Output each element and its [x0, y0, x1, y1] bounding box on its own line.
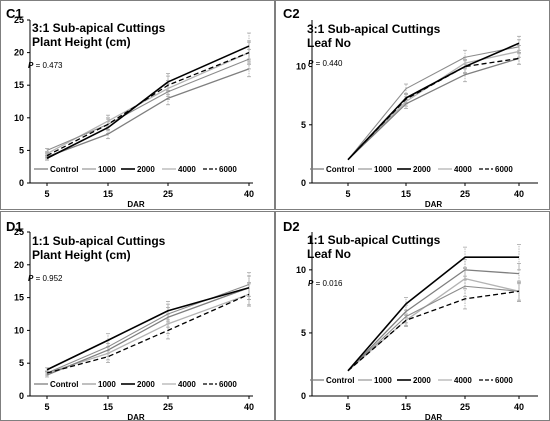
x-tick-label: 25 [163, 402, 173, 412]
legend-label: 6000 [219, 165, 237, 174]
panel-frame [0, 0, 275, 210]
y-tick-label: 25 [14, 15, 24, 25]
y-tick-label: 5 [301, 120, 306, 130]
y-tick-label: 5 [19, 358, 24, 368]
x-tick-label: 15 [103, 189, 113, 199]
y-tick-label: 0 [19, 178, 24, 188]
x-tick-label: 5 [345, 189, 350, 199]
legend-label: 6000 [495, 165, 513, 174]
panel-d2: 0 5 10 5 15 25 40 DAR D2 1:1 Sub-apical CuttingsL… [275, 211, 550, 421]
x-tick-label: 40 [514, 402, 524, 412]
series-line-4000 [347, 278, 520, 372]
y-tick-label: 10 [296, 265, 306, 275]
series-line-control [347, 57, 520, 161]
p-value: P = 0.440 [308, 59, 343, 68]
y-tick-label: 25 [14, 227, 24, 237]
panel-id: D1 [6, 219, 23, 234]
panel-title-line: Plant Height (cm) [32, 248, 131, 262]
panel-title-line: 1:1 Sub-apical Cuttings [307, 233, 441, 247]
x-axis-label: DAR [425, 413, 443, 421]
x-axis-label: DAR [425, 200, 443, 209]
y-tick-label: 5 [19, 145, 24, 155]
p-value: P = 0.473 [28, 61, 63, 70]
series-line-6000 [347, 290, 520, 372]
x-tick-label: 25 [163, 189, 173, 199]
y-tick-label: 20 [14, 260, 24, 270]
series-line-1000 [46, 58, 250, 151]
panel-title-line: 1:1 Sub-apical Cuttings [32, 234, 166, 248]
legend-label: 6000 [495, 376, 513, 385]
panel-title-line: 3:1 Sub-apical Cuttings [32, 21, 166, 35]
series-line-2000 [347, 256, 519, 372]
panel-id: C1 [6, 6, 23, 21]
x-axis-label: DAR [127, 413, 145, 421]
y-tick-label: 15 [14, 293, 24, 303]
x-tick-label: 25 [460, 189, 470, 199]
panel-title-line: Leaf No [307, 247, 351, 261]
y-tick-label: 10 [14, 325, 24, 335]
panel-d1: 0 5 10 15 20 25 5 15 25 40 DAR D1 1:1 Sub-apical Cut… [0, 211, 275, 421]
panel-title-line: Plant Height (cm) [32, 35, 131, 49]
x-tick-label: 15 [401, 189, 411, 199]
legend-label: 2000 [413, 376, 431, 385]
legend-label: Control [50, 165, 78, 174]
x-tick-label: 15 [103, 402, 113, 412]
legend-label: 2000 [413, 165, 431, 174]
legend: Control 1000 2000 4000 6000 [34, 380, 237, 389]
legend-label: 4000 [454, 376, 472, 385]
x-tick-label: 15 [401, 402, 411, 412]
y-tick-label: 20 [14, 48, 24, 58]
legend-label: 4000 [178, 165, 196, 174]
legend-label: Control [326, 165, 354, 174]
x-axis-label: DAR [127, 200, 145, 209]
x-tick-label: 40 [244, 402, 254, 412]
legend-label: 4000 [178, 380, 196, 389]
x-tick-label: 25 [460, 402, 470, 412]
x-tick-label: 40 [244, 189, 254, 199]
x-tick-label: 5 [44, 402, 49, 412]
series-line-1000 [347, 46, 520, 161]
x-tick-label: 5 [44, 189, 49, 199]
legend-label: 4000 [454, 165, 472, 174]
series-line-control [347, 269, 520, 372]
y-tick-label: 0 [301, 391, 306, 401]
y-tick-label: 0 [301, 178, 306, 188]
panel-c2: 0 5 10 5 15 25 40 DAR C2 3:1 Sub-apical CuttingsL… [275, 0, 550, 210]
legend: Control 1000 2000 4000 6000 [310, 165, 513, 174]
legend-label: 6000 [219, 380, 237, 389]
panel-c1: 0 5 10 15 20 25 5 15 25 40 DAR C1 3:1 Sub-apical Cut… [0, 0, 275, 210]
y-tick-label: 0 [19, 391, 24, 401]
series-line-control [46, 287, 250, 376]
legend-label: 2000 [137, 165, 155, 174]
y-tick-label: 10 [14, 113, 24, 123]
legend-label: 1000 [98, 380, 116, 389]
p-value: P = 0.952 [28, 274, 63, 283]
series-line-2000 [46, 286, 250, 371]
legend-label: 1000 [98, 165, 116, 174]
series-line-2000 [347, 42, 520, 161]
y-tick-label: 15 [14, 80, 24, 90]
series-line-6000 [46, 293, 250, 374]
legend: Control 1000 2000 4000 6000 [34, 165, 237, 174]
panel-title-line: 3:1 Sub-apical Cuttings [307, 22, 441, 36]
panel-id: C2 [283, 6, 300, 21]
legend-label: 1000 [374, 376, 392, 385]
legend-label: Control [326, 376, 354, 385]
x-tick-label: 40 [514, 189, 524, 199]
series-line-1000 [347, 285, 520, 372]
x-tick-label: 5 [345, 402, 350, 412]
legend-label: 2000 [137, 380, 155, 389]
legend: Control 1000 2000 4000 6000 [310, 376, 513, 385]
panel-id: D2 [283, 219, 300, 234]
y-tick-label: 5 [301, 328, 306, 338]
series-line-2000 [46, 45, 250, 159]
y-tick-label: 10 [296, 62, 306, 72]
p-value: P = 0.016 [308, 279, 343, 288]
panel-title-line: Leaf No [307, 36, 351, 50]
legend-label: 1000 [374, 165, 392, 174]
series-line-control [46, 68, 250, 158]
legend-label: Control [50, 380, 78, 389]
